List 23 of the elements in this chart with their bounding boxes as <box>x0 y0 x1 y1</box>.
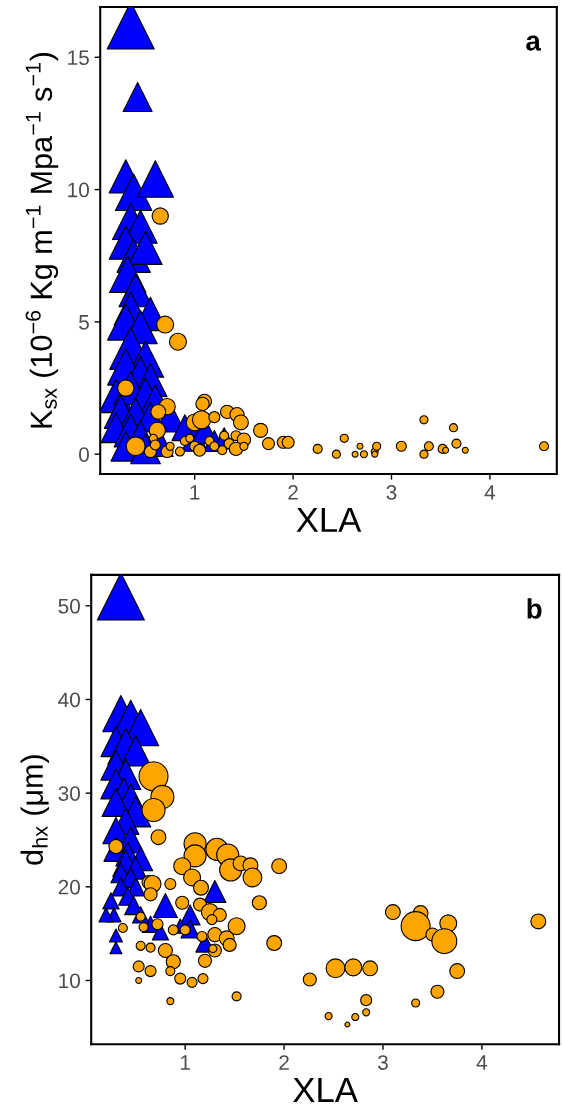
y-tick-label: 0 <box>79 447 89 462</box>
y-axis-title: d$_{hx}$ (μm) <box>20 755 50 865</box>
x-tick-label: 4 <box>476 1055 488 1070</box>
y-tick-label: 10 <box>68 182 89 198</box>
text: K$_{sx}$ (10$^{−6}$ Kg m$^{−1}$ Mpa$^{−1}$ s$^{−1}$) <box>25 52 59 428</box>
x-tick-label: 3 <box>386 485 397 500</box>
x-axis-title: XLA <box>293 1078 358 1102</box>
y-tick-label: 50 <box>58 598 80 614</box>
x-tick-label: 1 <box>180 1055 190 1070</box>
text: a <box>526 35 541 51</box>
y-tick-label: 30 <box>58 786 80 801</box>
y-tick-label: 20 <box>58 879 80 895</box>
text: b <box>527 598 542 619</box>
y-tick-label: 10 <box>59 973 80 989</box>
y-tick-label: 5 <box>79 315 89 330</box>
x-tick-label: 2 <box>279 1055 289 1070</box>
y-tick-label: 15 <box>68 50 89 66</box>
x-axis-title: XLA <box>296 507 362 532</box>
x-tick-label: 2 <box>288 485 298 500</box>
x-tick-label: 1 <box>190 485 200 500</box>
x-tick-label: 4 <box>484 485 496 500</box>
x-tick-label: 3 <box>378 1055 388 1070</box>
y-tick-label: 40 <box>58 692 80 708</box>
